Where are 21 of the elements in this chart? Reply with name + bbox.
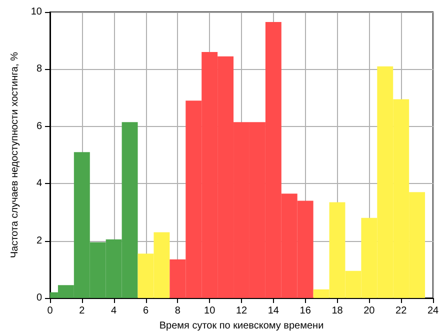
y-tick-label: 2 (36, 235, 42, 246)
x-tick-label: 8 (174, 306, 181, 316)
x-tick-label: 24 (427, 306, 439, 316)
x-tick-label: 14 (268, 306, 280, 316)
x-tick-label: 4 (111, 306, 118, 316)
y-tick-label: 10 (30, 6, 42, 18)
y-tick-label: 6 (36, 120, 42, 132)
x-tick-label: 18 (332, 306, 344, 316)
x-tick-label: 12 (236, 306, 248, 316)
y-tick-label: 4 (36, 178, 42, 190)
x-tick-label: 10 (204, 306, 216, 316)
x-axis-title: Время суток по киевскому времени (159, 320, 324, 332)
y-axis-title: Частота случаев недоступности хостинга, % (9, 52, 20, 258)
y-tick-label: 0 (36, 292, 42, 304)
x-tick-label: 20 (364, 306, 376, 316)
x-tick-label: 0 (47, 306, 54, 316)
x-tick-label: 22 (396, 306, 408, 316)
x-tick-label: 6 (142, 306, 149, 316)
x-tick-label: 2 (79, 306, 86, 316)
y-tick-label: 8 (36, 64, 42, 75)
x-tick-label: 16 (300, 306, 312, 316)
